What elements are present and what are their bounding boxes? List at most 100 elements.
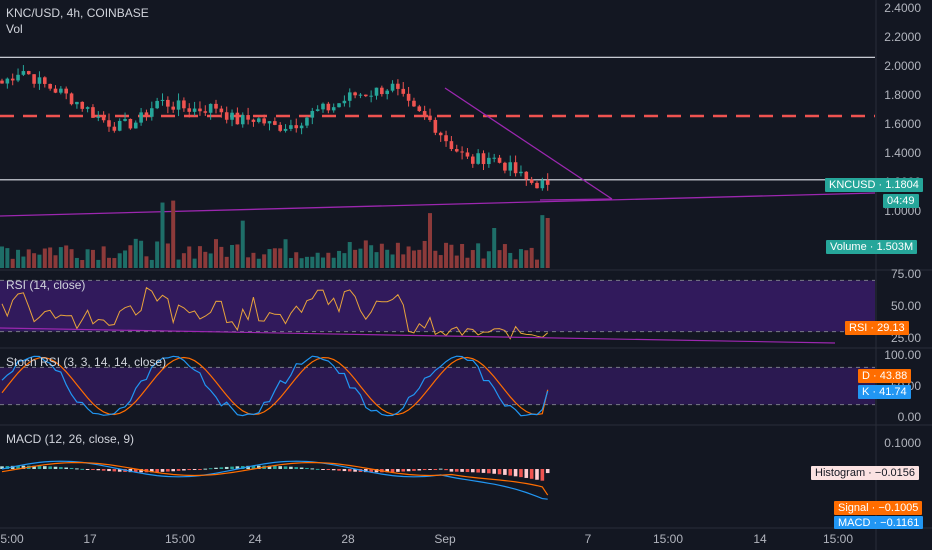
macd-histogram-bar [289,466,293,469]
macd-histogram-bar [513,469,518,477]
candle [144,112,149,117]
candle [438,132,443,136]
candle [0,80,4,84]
candle [374,87,379,96]
candle [497,157,502,163]
candle [487,157,491,165]
volume-bar [508,252,513,268]
time-axis-tick: 15:00 [823,532,853,546]
stoch-axis-tick: 0.00 [898,410,922,424]
macd-histogram-bar [0,466,4,469]
candle [460,151,464,153]
candle [53,88,58,93]
volume-bar [326,252,331,268]
volume-bar [85,249,90,268]
candle [198,108,202,112]
volume-bar [331,257,336,268]
macd-histogram-bar [91,469,95,470]
macd-histogram-bar [251,465,256,469]
volume-bar [64,245,69,268]
macd-histogram-bar [203,468,208,470]
candle [123,118,127,121]
volume-tag: Volume · 1.503M [826,240,918,254]
volume-bar [90,249,95,268]
macd-histogram-bar [374,469,379,473]
candle [294,125,299,129]
time-axis-tick: 28 [341,532,355,546]
volume-bar [53,255,58,268]
candle [503,162,507,171]
macd-histogram-bar [449,469,454,472]
rsi-legend-label[interactable]: RSI (14, close) [6,278,86,292]
volume-bar [219,246,224,268]
volume-bar [497,250,502,268]
macd-legend-label[interactable]: MACD (12, 26, close, 9) [6,432,135,446]
macd-histogram-bar [369,469,373,473]
candle [449,141,454,150]
volume-bar [454,255,459,268]
volume-bar [112,258,117,268]
volume-bar [16,249,21,268]
volume-bar [294,252,299,268]
candle [529,179,534,183]
candle [305,117,309,126]
time-axis-tick: Sep [434,532,456,546]
time-axis-tick: 15:00 [165,532,195,546]
volume-bar [358,248,363,268]
candle [48,83,52,89]
macd-histogram-bar [273,465,277,469]
candle [422,111,427,116]
macd-histogram-bar [187,469,192,471]
candle [219,108,224,113]
macd-histogram-bar [487,469,491,474]
macd-histogram-bar [283,466,288,469]
candle [540,180,545,189]
volume-bar [513,259,518,268]
macd-histogram-bar [428,469,432,470]
volume-bar [117,253,122,268]
macd-histogram-bar [460,469,464,472]
candle [465,152,470,157]
rsi-value-tag: RSI · 29.13 [845,321,909,335]
volume-bar [123,250,128,268]
volume-bar [197,246,202,268]
volume-bar [428,213,432,268]
volume-bar [444,242,449,268]
macd-histogram-bar [48,466,52,469]
volume-bar [529,247,534,268]
volume-bar [176,259,181,268]
rsi-line [1,286,549,340]
macd-histogram-bar [230,466,234,469]
volume-bar [460,243,465,268]
candle [513,162,518,174]
stoch-rsi-legend-label[interactable]: Stoch RSI (3, 3, 14, 14, close) [6,355,167,369]
candle [358,94,363,96]
macd-histogram-bar [545,469,550,474]
candle [80,101,85,109]
volume-bar [288,258,293,268]
volume-bar [155,241,160,268]
volume-bar [486,251,491,268]
volume-bar [518,249,523,268]
time-axis-tick: 5:00 [0,532,24,546]
candle [246,115,250,120]
volume-bar [321,257,325,268]
volume-bar [304,256,309,268]
signal-line [1,461,549,496]
macd-histogram-bar [160,469,165,472]
macd-histogram-bar [540,469,545,481]
rsi-trendline [0,327,836,344]
macd-histogram-bar [390,469,395,473]
volume-bar [385,249,390,268]
macd-histogram-bar [508,469,513,476]
volume-bar [502,244,507,268]
volume-bar [465,257,470,268]
candle [412,100,416,107]
candle [37,77,42,84]
candle [64,88,68,94]
macd-histogram-bar [235,466,240,469]
candle [176,100,181,110]
stoch-k-tag: K · 41.74 [858,385,911,399]
candle [444,135,448,142]
